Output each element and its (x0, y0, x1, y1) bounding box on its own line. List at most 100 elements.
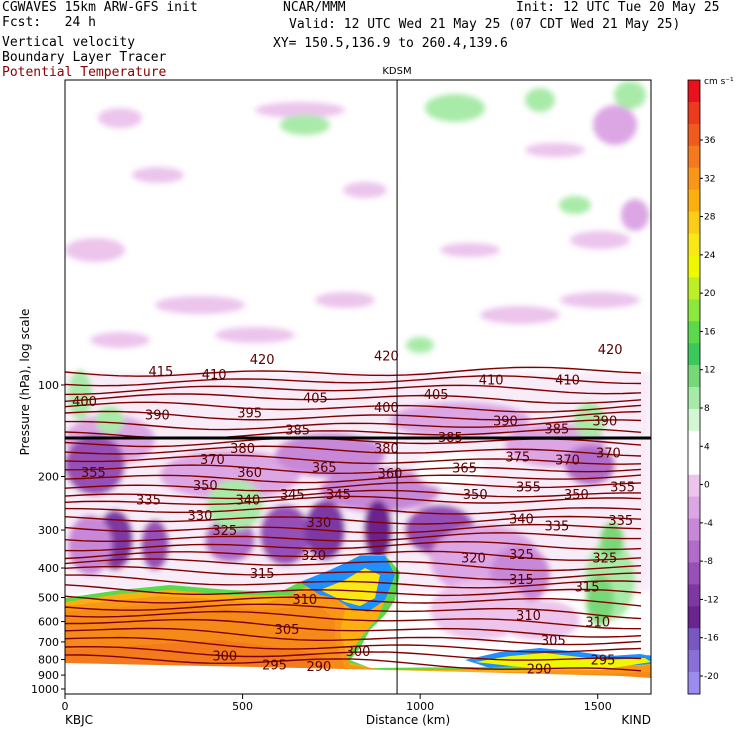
theta-contour-line (65, 445, 642, 457)
colorbar-cell (688, 540, 700, 563)
theta-contour-line (65, 654, 642, 672)
theta-contour-line (65, 618, 642, 638)
colorbar-tick-label: -16 (704, 634, 719, 644)
theta-contour-line (65, 410, 642, 421)
theta-contour-line (65, 636, 642, 653)
colorbar-cell (688, 430, 700, 454)
theta-contour-line (65, 584, 642, 597)
boundary-layer-tracer (65, 555, 651, 694)
colorbar-cell (688, 233, 700, 256)
theta-label-layer: 420 420 420 415 410 410 410 405 405 400 400 395 390 3… (72, 343, 635, 678)
theta-label: 370 (200, 453, 225, 468)
colorbar-cell (688, 562, 700, 585)
y-tick-label: 100 (38, 379, 59, 392)
theta-contour-line (65, 375, 642, 387)
colorbar-tick-label: 28 (704, 213, 716, 223)
theta-label: 365 (452, 462, 477, 477)
init-time: Init: 12 UTC Tue 20 May 25 (516, 0, 720, 15)
theta-label: 295 (591, 654, 616, 669)
colorbar-cell (688, 408, 700, 432)
x-tick-label: 500 (232, 700, 253, 713)
theta-label: 320 (301, 549, 326, 564)
colorbar-tick-label: 8 (704, 404, 710, 414)
colorbar-cell (688, 321, 700, 344)
model-title: CGWAVES 15km ARW-GFS init (2, 0, 198, 15)
theta-label: 315 (575, 580, 600, 595)
colorbar-cell (688, 518, 700, 541)
field-label-vertical-velocity: Vertical velocity (2, 35, 136, 50)
colorbar-cell (688, 496, 700, 520)
colorbar-tick-label: -8 (704, 557, 713, 567)
theta-contour-line (65, 464, 642, 475)
colorbar-tick-label: -20 (704, 672, 719, 682)
theta-contour-line (65, 595, 642, 607)
theta-label: 325 (212, 524, 237, 539)
field-label-potential-temperature: Potential Temperature (2, 65, 167, 80)
theta-label: 335 (136, 493, 161, 508)
colorbar-cell (688, 606, 700, 629)
colorbar-tick-label: 16 (704, 327, 716, 337)
y-tick-label: 200 (38, 471, 59, 484)
theta-label: 405 (303, 392, 328, 407)
y-tick-label: 300 (38, 524, 59, 537)
y-tick-label: 700 (38, 636, 59, 649)
x-axis-label: Distance (km) (366, 713, 450, 727)
cross-section-endpoints: XY= 150.5,136.9 to 260.4,139.6 (273, 36, 508, 51)
theta-label: 410 (202, 368, 227, 383)
colorbar-frame (687, 79, 701, 695)
colorbar-tick-label: 24 (704, 251, 716, 261)
theta-label: 290 (307, 660, 332, 675)
theta-label: 420 (250, 353, 275, 368)
theta-label: 315 (509, 573, 534, 588)
theta-label: 375 (505, 451, 530, 466)
colorbar: 36 32 28 24 20 16 12 8 4 0 -4 -8 -12 -16 -20 (687, 79, 719, 695)
theta-label: 370 (555, 454, 580, 469)
theta-label: 310 (516, 609, 541, 624)
theta-label: 340 (235, 493, 260, 508)
theta-contour-line (65, 393, 642, 405)
colorbar-cell (688, 628, 700, 651)
theta-label: 310 (292, 593, 317, 608)
colorbar-cell (688, 584, 700, 607)
colorbar-cell (688, 365, 700, 388)
y-axis-label: Pressure (hPa), log scale (18, 309, 32, 456)
theta-contour-line (65, 540, 642, 552)
theta-label: 350 (463, 488, 488, 503)
theta-contour-line (65, 532, 641, 542)
section-title-kdsm: KDSM (382, 66, 411, 77)
theta-label: 360 (237, 466, 262, 481)
theta-label: 400 (72, 395, 97, 410)
colorbar-cell (688, 123, 700, 147)
theta-label: 325 (592, 552, 617, 567)
theta-label: 360 (378, 467, 403, 482)
theta-label: 290 (527, 662, 552, 677)
y-tick-label: 600 (38, 616, 59, 629)
theta-contour-line (65, 565, 642, 581)
colorbar-cell (688, 211, 700, 234)
x-axis: 0 500 1000 1500 (62, 694, 612, 713)
x-tick-label: 0 (62, 700, 69, 713)
theta-label: 410 (555, 374, 580, 389)
x-tick-label: 1000 (406, 700, 434, 713)
theta-contour-line (65, 419, 642, 431)
theta-label: 385 (438, 431, 463, 446)
theta-contour-line (65, 384, 642, 396)
left-station-label: KBJC (65, 713, 93, 727)
theta-contours (65, 366, 642, 672)
theta-label: 390 (592, 415, 617, 430)
colorbar-tick-label: 36 (704, 136, 716, 146)
theta-label: 400 (374, 401, 399, 416)
colorbar-cell (688, 80, 700, 103)
colorbar-tick-label: 12 (704, 366, 715, 376)
theta-label: 345 (280, 488, 305, 503)
theta-label: 390 (493, 415, 518, 430)
theta-contour-line (65, 574, 642, 589)
shaded-fields (65, 81, 651, 694)
theta-contour-line (65, 645, 642, 661)
colorbar-tick-label: 32 (704, 174, 715, 184)
theta-label: 335 (544, 520, 569, 535)
theta-contour-line (65, 603, 642, 620)
theta-label: 305 (275, 623, 300, 638)
colorbar-cell (688, 299, 700, 322)
